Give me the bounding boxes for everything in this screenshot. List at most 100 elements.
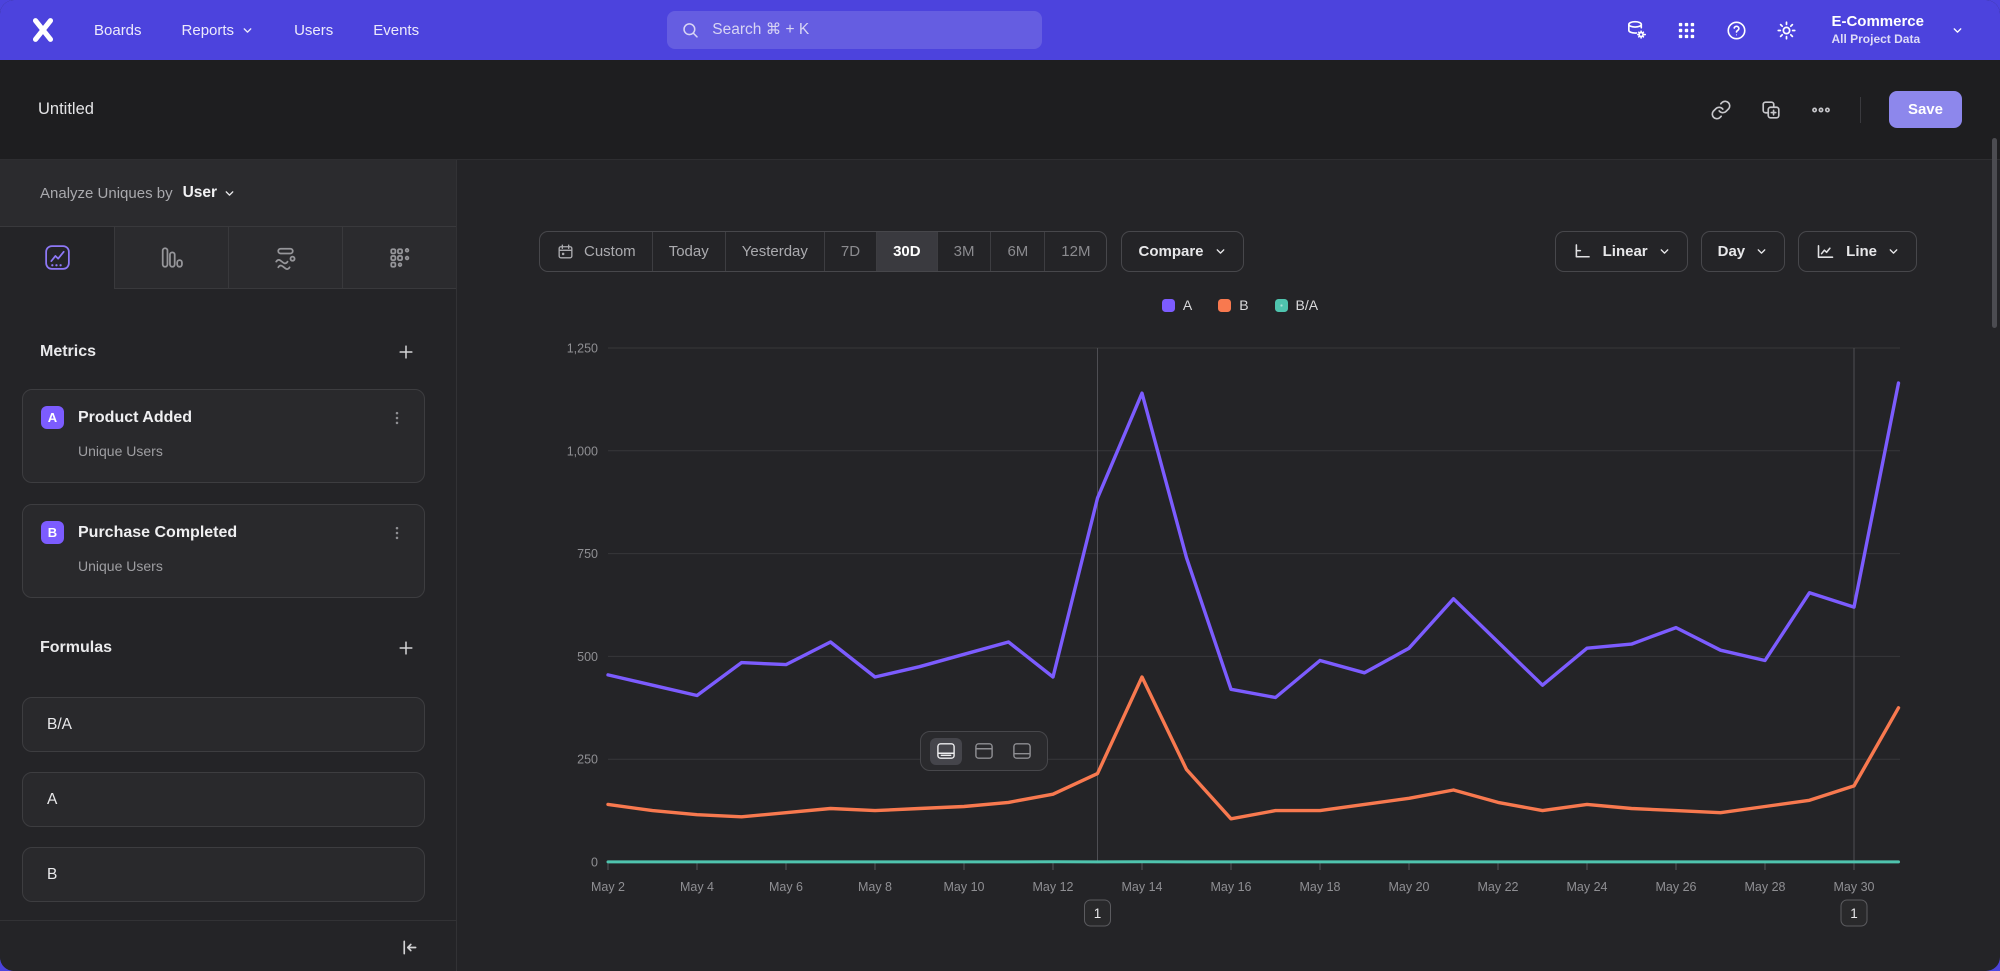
formula-card-0[interactable]: B/A bbox=[22, 697, 425, 752]
chevron-down-icon bbox=[225, 190, 234, 196]
scale-dropdown[interactable]: Linear bbox=[1554, 231, 1688, 272]
annotation-badge-label: 1 bbox=[1094, 906, 1102, 921]
date-range-today[interactable]: Today bbox=[651, 232, 725, 271]
kebab-menu-icon[interactable] bbox=[388, 408, 406, 428]
nav-item-boards[interactable]: Boards bbox=[94, 22, 142, 39]
x-axis-tick-label: May 2 bbox=[591, 880, 625, 894]
legend-swatch bbox=[1274, 298, 1288, 312]
legend-swatch bbox=[1218, 298, 1232, 312]
y-axis-tick-label: 1,250 bbox=[567, 342, 598, 356]
add-formula-icon[interactable] bbox=[396, 638, 416, 658]
layout-split-button[interactable] bbox=[968, 738, 1000, 765]
date-range-custom[interactable]: Custom bbox=[540, 232, 652, 271]
tab-retention[interactable] bbox=[342, 227, 456, 289]
x-axis-tick-label: May 10 bbox=[944, 880, 985, 894]
analyze-row: Analyze Uniques by User bbox=[0, 160, 456, 227]
annotation-badge[interactable] bbox=[1840, 899, 1868, 927]
metrics-header: Metrics bbox=[40, 342, 416, 362]
view-layout-toggles bbox=[920, 731, 1048, 771]
more-options-icon[interactable] bbox=[1810, 99, 1832, 121]
date-range-7d[interactable]: 7D bbox=[823, 232, 876, 271]
nav-item-reports[interactable]: Reports bbox=[182, 22, 255, 39]
layout-chart-only-button[interactable] bbox=[930, 737, 962, 765]
date-range-6m[interactable]: 6M bbox=[990, 232, 1044, 271]
annotation-marker[interactable]: 1 bbox=[1840, 348, 1868, 927]
analyze-entity-dropdown[interactable]: User bbox=[183, 184, 236, 202]
report-title[interactable]: Untitled bbox=[38, 100, 94, 118]
y-axis-tick-label: 750 bbox=[577, 547, 598, 561]
metric-options-button[interactable] bbox=[388, 523, 406, 543]
date-range-3m[interactable]: 3M bbox=[936, 232, 991, 271]
collapse-sidebar-button[interactable] bbox=[394, 932, 424, 962]
compare-button[interactable]: Compare bbox=[1121, 231, 1244, 272]
add-metric-icon[interactable] bbox=[396, 342, 416, 362]
legend-label: B bbox=[1239, 297, 1249, 313]
formula-card-1[interactable]: A bbox=[22, 772, 425, 827]
legend-item-a[interactable]: A bbox=[1161, 297, 1192, 313]
layout-chart-only-icon bbox=[937, 743, 955, 759]
date-range-12m[interactable]: 12M bbox=[1044, 232, 1106, 271]
chevron-down-icon bbox=[243, 27, 252, 33]
series-line-a[interactable] bbox=[606, 381, 1901, 700]
collapse-left-icon bbox=[402, 940, 416, 954]
annotation-badge[interactable] bbox=[1084, 899, 1111, 927]
scale-label: Linear bbox=[1602, 243, 1648, 260]
interval-dropdown[interactable]: Day bbox=[1700, 231, 1786, 272]
x-axis-tick-label: May 4 bbox=[680, 880, 714, 894]
nav-item-users[interactable]: Users bbox=[294, 22, 333, 39]
date-range-yesterday[interactable]: Yesterday bbox=[724, 232, 824, 271]
settings-gear-icon[interactable] bbox=[1775, 19, 1798, 42]
series-line-b[interactable] bbox=[606, 675, 1901, 821]
metric-card-b[interactable]: B Purchase Completed Unique Users bbox=[22, 504, 425, 598]
data-management-icon[interactable] bbox=[1625, 19, 1648, 42]
kebab-menu-icon[interactable] bbox=[388, 523, 406, 543]
x-axis-tick-label: May 30 bbox=[1834, 880, 1875, 894]
search-input[interactable] bbox=[710, 20, 1028, 40]
project-switcher[interactable]: E-Commerce All Project Data bbox=[1831, 13, 1924, 47]
nav-right-cluster: E-Commerce All Project Data bbox=[1625, 13, 1964, 47]
metric-card-a[interactable]: A Product Added Unique Users bbox=[22, 389, 425, 483]
x-axis-tick-label: May 24 bbox=[1567, 880, 1608, 894]
line-chart[interactable]: 0 250 500 750 1,000 1,250 May 2 May 4 May 6 May 8… bbox=[560, 340, 1920, 940]
copy-link-icon[interactable] bbox=[1710, 99, 1732, 121]
legend-item-b[interactable]: B bbox=[1218, 297, 1249, 313]
chevron-down-icon bbox=[1216, 249, 1224, 254]
linear-axis-icon bbox=[1575, 244, 1590, 258]
formula-card-2[interactable]: B bbox=[22, 847, 425, 902]
layout-table-button[interactable] bbox=[1006, 738, 1038, 765]
nav-item-events[interactable]: Events bbox=[373, 22, 419, 39]
metric-badge: A bbox=[41, 406, 64, 429]
annotation-marker[interactable]: 1 bbox=[1084, 348, 1111, 927]
date-range-label: Custom bbox=[584, 243, 636, 260]
help-icon[interactable] bbox=[1725, 19, 1748, 42]
apps-grid-icon[interactable] bbox=[1675, 19, 1698, 42]
date-range-label: 30D bbox=[893, 243, 921, 260]
tab-insights[interactable] bbox=[0, 227, 114, 289]
x-axis-tick-label: May 28 bbox=[1745, 880, 1786, 894]
save-button[interactable]: Save bbox=[1888, 91, 1962, 128]
report-type-tabs bbox=[0, 227, 456, 289]
date-range-30d[interactable]: 30D bbox=[876, 232, 937, 271]
global-search[interactable] bbox=[667, 11, 1042, 49]
metric-aggregation[interactable]: Unique Users bbox=[78, 558, 163, 574]
tab-flows[interactable] bbox=[228, 227, 342, 289]
mixpanel-logo-icon[interactable] bbox=[26, 14, 60, 46]
chart-display-controls: Linear Day Line bbox=[1554, 231, 1917, 272]
project-scope: All Project Data bbox=[1831, 31, 1921, 46]
analyze-entity-value: User bbox=[182, 184, 218, 201]
duplicate-icon[interactable] bbox=[1760, 99, 1782, 121]
legend-item-b-a[interactable]: B/A bbox=[1274, 297, 1319, 313]
chart-type-dropdown[interactable]: Line bbox=[1798, 231, 1917, 272]
metric-aggregation[interactable]: Unique Users bbox=[78, 443, 163, 459]
x-axis-tick-label: May 12 bbox=[1033, 880, 1074, 894]
legend-label: B/A bbox=[1295, 297, 1319, 313]
metric-options-button[interactable] bbox=[388, 408, 406, 428]
date-range-label: 7D bbox=[840, 243, 861, 260]
scrollbar-thumb[interactable] bbox=[1992, 138, 1997, 328]
x-axis-tick-label: May 16 bbox=[1211, 880, 1252, 894]
x-axis-tick-label: May 14 bbox=[1122, 880, 1163, 894]
tab-funnels[interactable] bbox=[114, 227, 228, 289]
formulas-heading: Formulas bbox=[40, 639, 113, 656]
y-axis-tick-label: 500 bbox=[577, 650, 598, 664]
